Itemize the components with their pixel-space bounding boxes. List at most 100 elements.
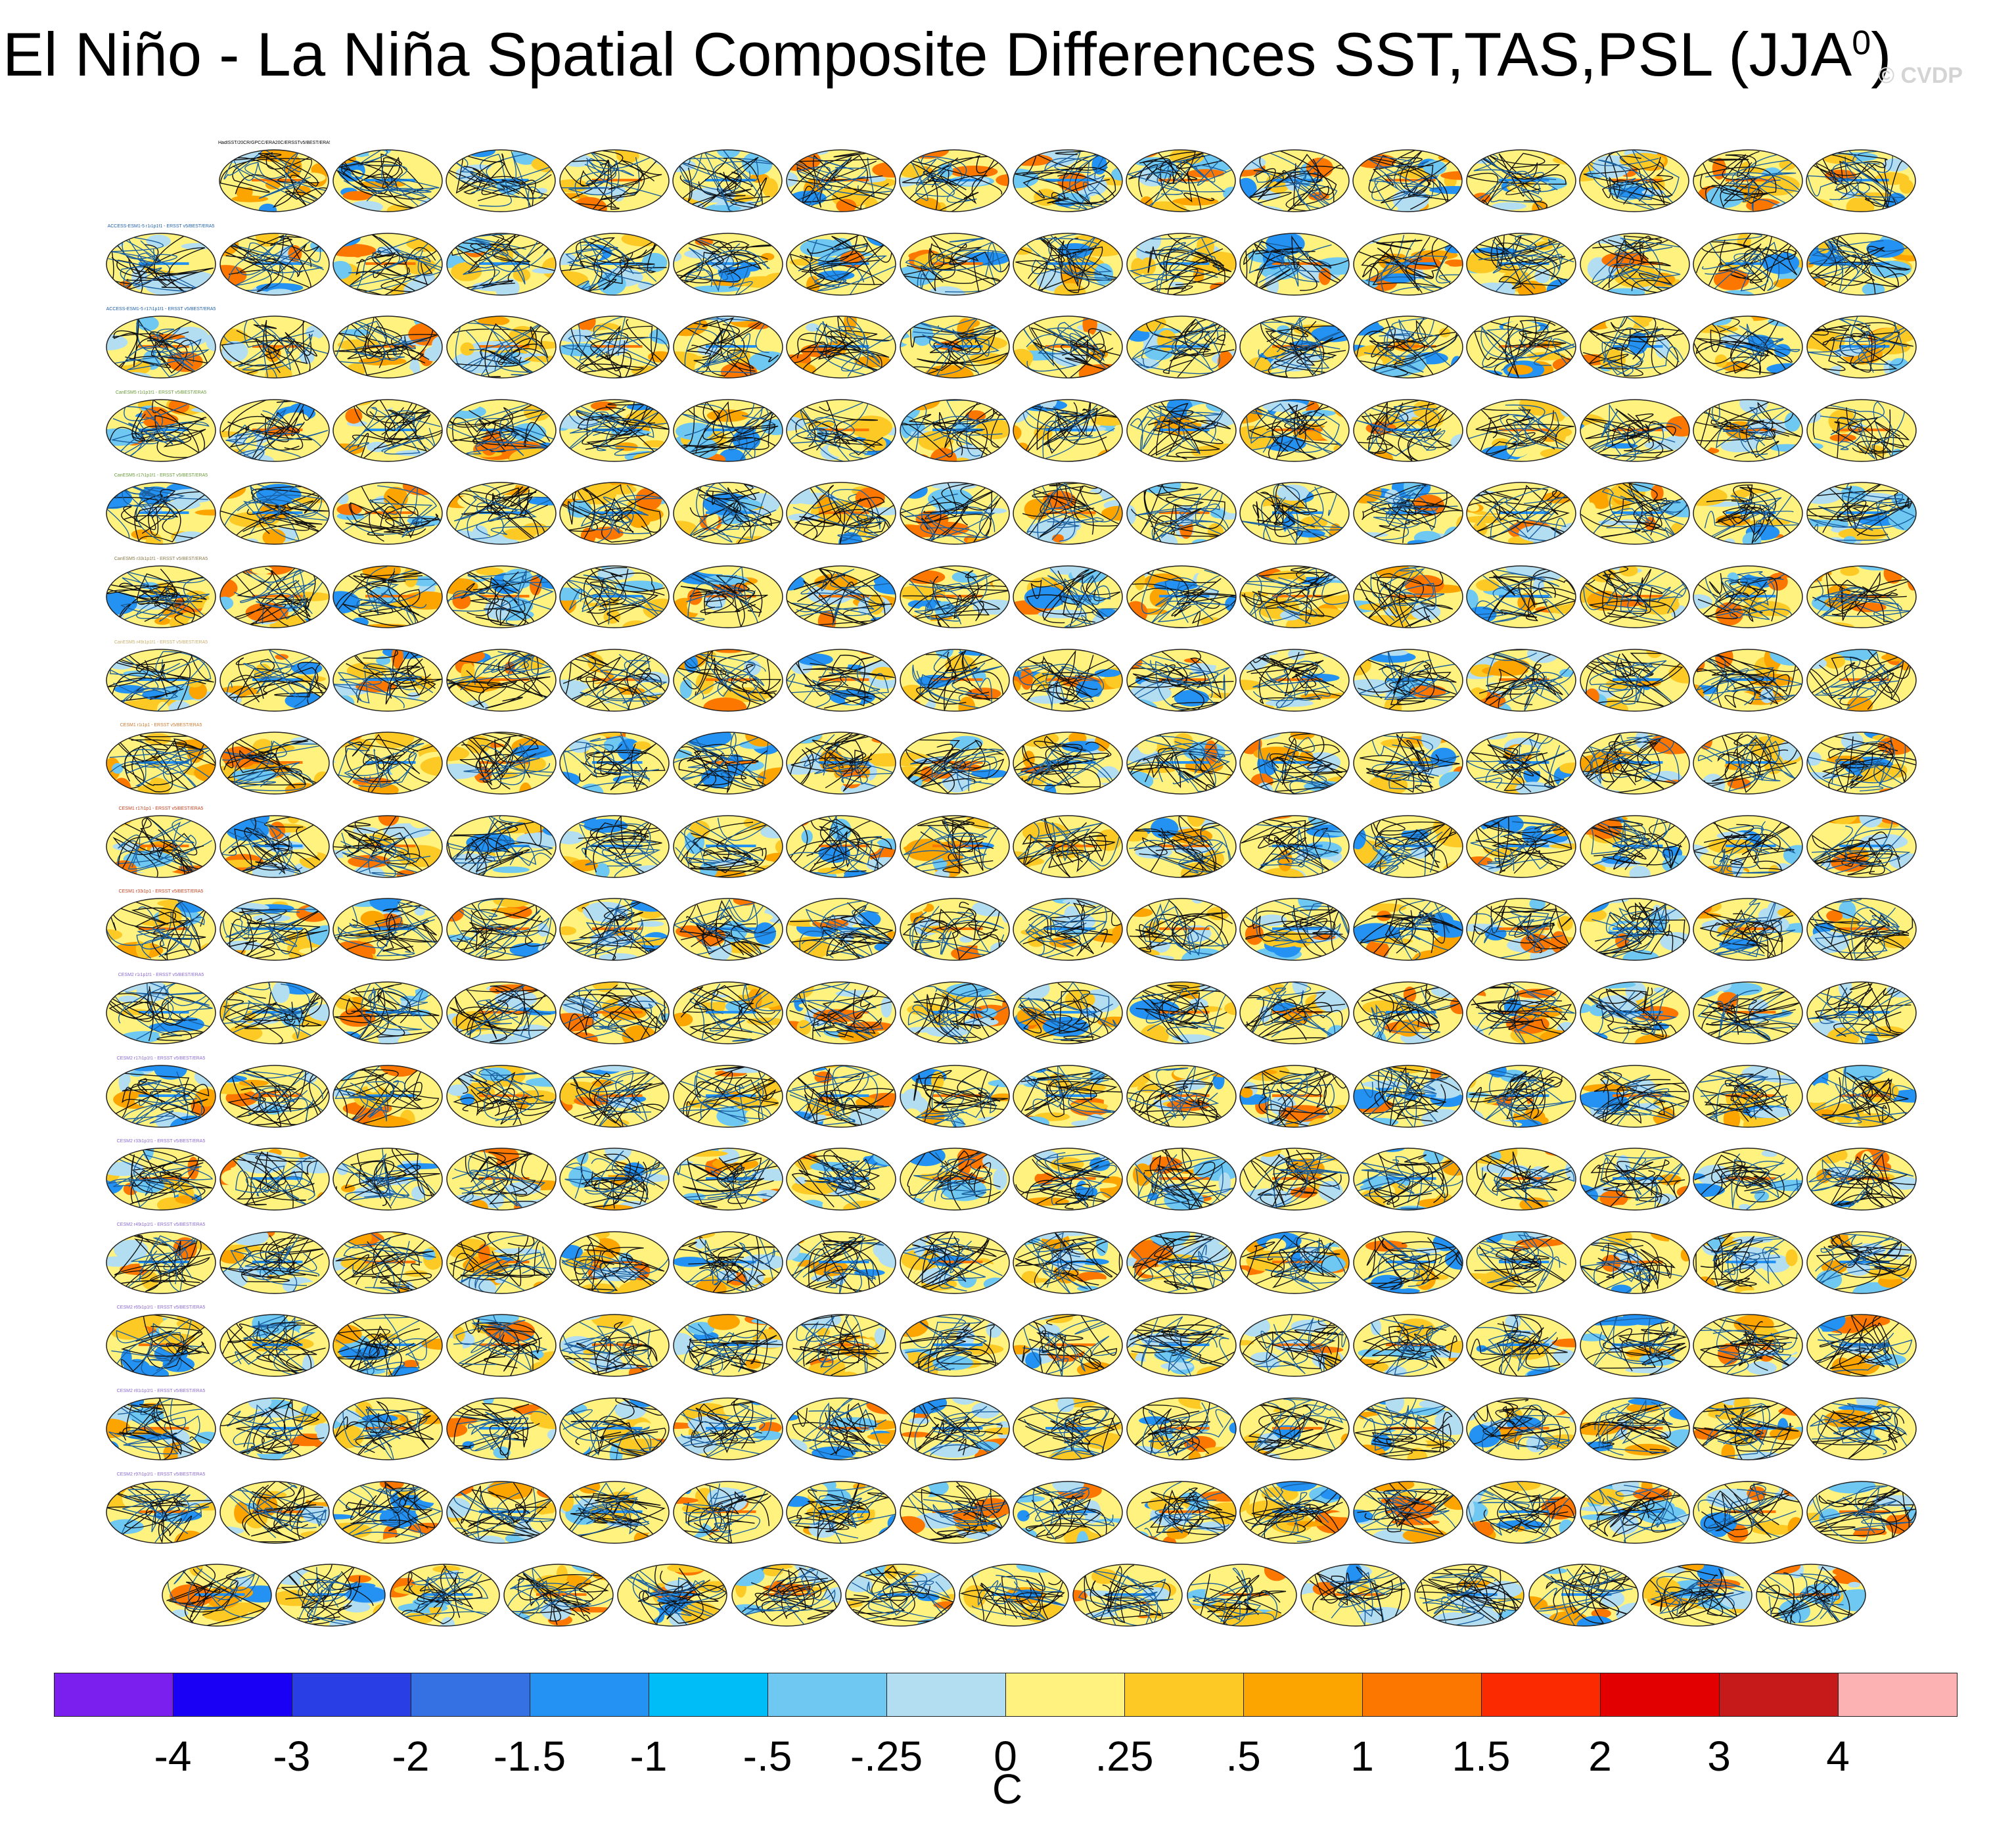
colorbar-tick-label: -1: [630, 1733, 668, 1780]
map-panel-plot: [1013, 1148, 1123, 1211]
map-panel-plot: [446, 315, 557, 379]
map-panel-plot: [219, 898, 330, 962]
colorbar-box: [173, 1673, 292, 1717]
map-panel: [1012, 648, 1124, 712]
map-panel: [559, 1480, 670, 1545]
map-panel: [1579, 1147, 1691, 1211]
map-panel: [219, 1230, 331, 1295]
map-panel: [1465, 1064, 1577, 1129]
map-panel-plot: [959, 1564, 1069, 1627]
map-panel: [785, 981, 897, 1045]
map-panel-plot: [672, 898, 783, 962]
map-panel-plot: [1239, 1314, 1350, 1378]
map-panel: [672, 149, 783, 213]
map-panel-plot: [1466, 1314, 1576, 1378]
map-panel: [1239, 1064, 1350, 1129]
map-panel-plot: [1126, 732, 1237, 795]
map-panel-plot: [1013, 315, 1123, 379]
colorbar-tick-label: 4: [1826, 1733, 1850, 1780]
map-panel-plot: [1466, 732, 1576, 795]
colorbar-tick-label: 3: [1707, 1733, 1731, 1780]
map-panel: [1465, 481, 1577, 546]
map-panel: [1352, 232, 1464, 296]
map-panel: [332, 981, 444, 1045]
map-panel-plot: [1579, 315, 1690, 379]
colorbar-tick-label: -2: [392, 1733, 430, 1780]
map-panel-plot: [1239, 1397, 1350, 1460]
map-panel-plot: [1239, 1480, 1350, 1544]
map-panel-plot: [1466, 232, 1576, 296]
map-panel: [1186, 1563, 1298, 1627]
map-panel: [785, 232, 897, 296]
map-panel: [219, 731, 331, 795]
map-panel-plot: [845, 1564, 955, 1627]
map-panel: [1352, 315, 1464, 379]
map-panel-plot: [1579, 399, 1690, 462]
map-panel-plot: [1579, 981, 1690, 1044]
map-panel: [899, 398, 1011, 463]
map-panel: [1352, 897, 1464, 962]
map-panel: [1465, 315, 1577, 379]
map-panel: [559, 731, 670, 795]
map-panel-plot: [1126, 981, 1237, 1044]
map-panel: [1528, 1563, 1639, 1627]
map-panel-label: CESM2 r65i1p1f1 - ERSST v5/BEST/ERA5: [116, 1305, 206, 1311]
map-panel-label: CESM2 r17i1p1f1 - ERSST v5/BEST/ERA5: [116, 1056, 206, 1061]
map-panel-plot: [786, 1480, 896, 1544]
map-panel-plot: [1352, 315, 1463, 379]
map-panel-plot: [1352, 399, 1463, 462]
map-panel-plot: [899, 1397, 1010, 1460]
map-panel-plot: [1693, 1064, 1803, 1128]
map-panel-plot: [1239, 648, 1350, 712]
map-panel-plot: [1352, 1314, 1463, 1378]
map-panel: [559, 1147, 670, 1211]
map-panel: [1579, 648, 1691, 712]
map-panel-plot: [1013, 981, 1123, 1044]
colorbar-tick-label: 0: [994, 1733, 1017, 1780]
colorbar-box: [1362, 1673, 1482, 1717]
map-panel: [731, 1563, 842, 1627]
map-panel-plot: [1756, 1564, 1866, 1627]
map-panel: [785, 1313, 897, 1378]
map-panel: [1239, 232, 1350, 296]
map-panel: [899, 814, 1011, 879]
map-panel-plot: [106, 732, 216, 795]
map-panel-plot: [1579, 1480, 1690, 1544]
map-panel: [1239, 1313, 1350, 1378]
map-panel-plot: [1693, 1397, 1803, 1460]
map-panel: [1239, 565, 1350, 629]
map-panel: [1239, 897, 1350, 962]
map-panel-plot: [1806, 1314, 1917, 1378]
map-panel: [219, 1397, 331, 1461]
map-panel-plot: [1466, 482, 1576, 546]
colorbar-box: [1600, 1673, 1720, 1717]
map-panel-plot: [1806, 315, 1917, 379]
map-panel: [1692, 398, 1804, 463]
map-panel-plot: [219, 1480, 330, 1544]
map-panel-plot: [332, 898, 443, 962]
map-panel-plot: [899, 482, 1010, 546]
map-panel-plot: [559, 981, 670, 1044]
map-panel-plot: [899, 981, 1010, 1044]
map-panel: [1352, 1313, 1464, 1378]
map-panel: [1300, 1563, 1411, 1627]
map-panel: [1579, 481, 1691, 546]
map-panel-plot: [672, 1480, 783, 1544]
map-panel-plot: [1126, 1397, 1237, 1460]
map-panel: [446, 398, 557, 463]
map-panel-plot: [1013, 565, 1123, 628]
map-panel: [1579, 1230, 1691, 1295]
map-panel: [1641, 1563, 1753, 1627]
map-panel: [1465, 1480, 1577, 1545]
map-panel: [672, 1064, 784, 1129]
map-panel: [1806, 315, 1917, 379]
map-panel-plot: [219, 315, 330, 379]
colorbar-box: [1243, 1673, 1363, 1717]
map-panel-plot: [1579, 648, 1690, 712]
map-panel-plot: [332, 1148, 443, 1211]
map-panel-plot: [559, 1314, 670, 1378]
map-panel-plot: [1352, 1148, 1463, 1211]
map-panel: [1465, 149, 1577, 213]
map-panel-label: CESM2 r33i1p1f1 - ERSST v5/BEST/ERA5: [116, 1139, 206, 1144]
map-panel-plot: [332, 315, 443, 379]
